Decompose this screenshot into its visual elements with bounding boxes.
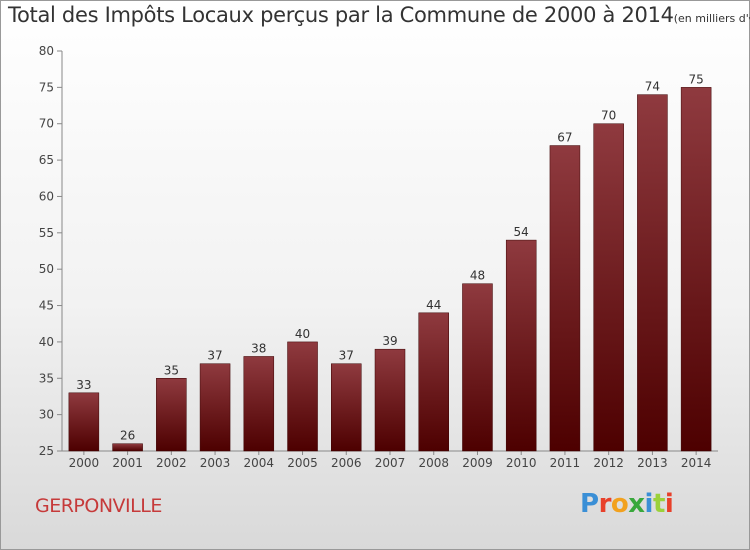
x-tick-label: 2002 [156,456,187,470]
y-tick-label: 80 [39,44,54,58]
x-tick-label: 2001 [112,456,143,470]
x-tick-label: 2014 [681,456,712,470]
x-tick-label: 2005 [287,456,318,470]
data-label: 70 [601,109,616,123]
bar [637,94,668,452]
bar [287,341,318,452]
data-label: 75 [688,72,703,86]
y-tick-label: 30 [39,408,54,422]
x-tick-label: 2000 [69,456,100,470]
logo-letter: t [652,489,665,519]
data-label: 67 [557,131,572,145]
x-tick-label: 2004 [244,456,275,470]
x-tick-label: 2009 [462,456,493,470]
y-tick-label: 40 [39,335,54,349]
bar [374,348,406,452]
bar [243,356,275,452]
chart-title: Total des Impôts Locaux perçus par la Co… [8,3,674,27]
commune-name: GERPONVILLE [35,495,162,517]
x-tick-label: 2006 [331,456,362,470]
y-tick-label: 50 [39,262,54,276]
bar [680,87,712,452]
data-label: 37 [339,349,354,363]
y-tick-label: 55 [39,226,54,240]
proxiti-logo: Proxiti [580,489,674,519]
bar [112,443,143,452]
y-tick-label: 65 [39,153,54,167]
logo-letter: r [598,489,612,519]
y-tick-label: 70 [39,117,54,131]
chart-subtitle: (en milliers d'€) [673,12,750,25]
chart-title-block: Total des Impôts Locaux perçus par la Co… [8,3,750,27]
data-label: 44 [426,298,441,312]
data-label: 39 [382,334,397,348]
y-tick-label: 25 [39,444,54,458]
data-labels-group: 33 26 35 37 38 40 37 39 44 48 54 67 70 74 75 [76,72,704,442]
bar [505,239,537,452]
y-tick-label: 45 [39,299,54,313]
x-tick-label: 2011 [550,456,581,470]
x-tick-label: 2007 [375,456,406,470]
logo-letter: x [628,489,645,519]
data-label: 33 [76,378,91,392]
y-tick-label: 60 [39,189,54,203]
logo-letter: i [664,489,674,519]
logo-letter: o [610,489,629,519]
y-tick-label: 75 [39,80,54,94]
logo-letter: P [580,489,599,519]
bar [462,283,493,452]
bar [331,363,362,452]
data-label: 26 [120,429,135,443]
data-label: 54 [514,225,529,239]
data-label: 35 [164,363,179,377]
bar [156,378,187,452]
data-label: 74 [645,80,660,94]
bar [68,392,100,452]
logo-letter: i [644,489,654,519]
data-label: 37 [207,349,222,363]
x-tick-label: 2003 [200,456,231,470]
x-tick-label: 2008 [418,456,449,470]
bar [549,145,581,452]
bar [199,363,231,452]
bars-group [68,87,712,452]
x-tick-label: 2010 [506,456,537,470]
bar [593,123,624,452]
y-tick-label: 35 [39,371,54,385]
data-label: 38 [251,341,266,355]
data-label: 48 [470,269,485,283]
x-tick-label: 2012 [593,456,624,470]
x-tick-label: 2013 [637,456,668,470]
data-label: 40 [295,327,310,341]
bar [418,312,449,452]
